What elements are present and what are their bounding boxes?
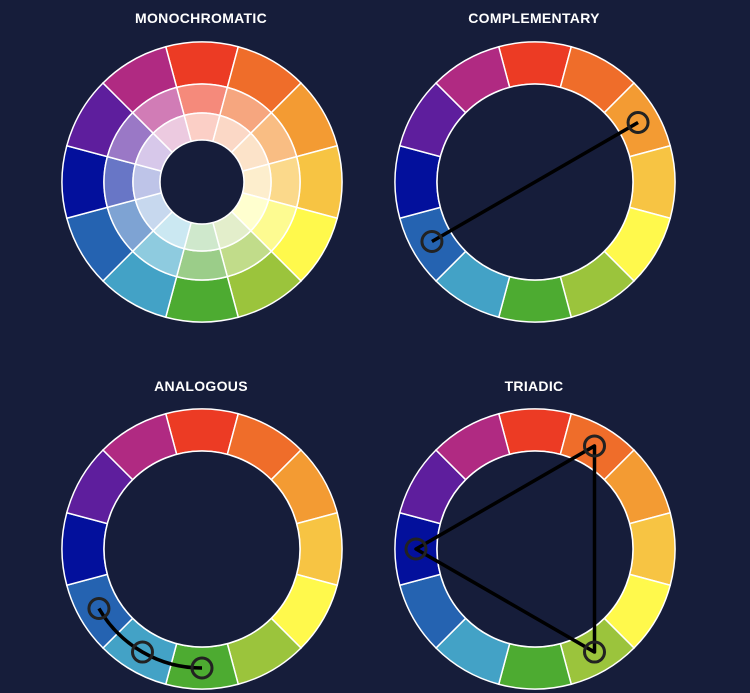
selected-hue-marker bbox=[420, 230, 444, 253]
selected-hue-marker bbox=[583, 640, 606, 664]
hue-segment-3 bbox=[295, 144, 343, 220]
hue-segment-9 bbox=[394, 144, 442, 220]
tint-segment-6 bbox=[175, 247, 229, 281]
analogous-title: ANALOGOUS bbox=[154, 378, 248, 394]
hue-segment-3 bbox=[295, 511, 343, 587]
tint-segment-3 bbox=[267, 155, 301, 209]
selected-hue-marker bbox=[626, 111, 650, 134]
selected-hue-marker bbox=[190, 656, 214, 680]
hue-segment-6 bbox=[497, 642, 573, 690]
harmony-line bbox=[431, 120, 639, 244]
wheel-center bbox=[159, 139, 245, 225]
selected-hue-marker bbox=[87, 597, 111, 620]
selected-hue-marker bbox=[583, 434, 606, 458]
monochromatic-title: MONOCHROMATIC bbox=[135, 10, 267, 26]
hue-segment-9 bbox=[61, 144, 109, 220]
hue-segment-0 bbox=[497, 408, 573, 456]
hue-segment-6 bbox=[164, 275, 240, 323]
wheel-center bbox=[103, 450, 301, 648]
selected-hue-marker bbox=[131, 640, 154, 664]
triadic-color-wheel bbox=[394, 408, 676, 690]
tint-segment-0 bbox=[175, 83, 229, 117]
hue-segment-3 bbox=[628, 144, 676, 220]
hue-segment-3 bbox=[628, 511, 676, 587]
hue-segment-9 bbox=[61, 511, 109, 587]
analogous-color-wheel bbox=[61, 408, 343, 690]
hue-segment-0 bbox=[497, 41, 573, 89]
hue-segment-6 bbox=[497, 275, 573, 323]
monochromatic-color-wheel bbox=[61, 41, 343, 323]
hue-segment-0 bbox=[164, 408, 240, 456]
tint-segment-9 bbox=[103, 155, 137, 209]
triadic-title: TRIADIC bbox=[504, 378, 564, 394]
hue-segment-0 bbox=[164, 41, 240, 89]
wheel-center bbox=[436, 450, 634, 648]
harmony-arc bbox=[97, 607, 203, 670]
harmony-triangle bbox=[414, 444, 597, 654]
complementary-color-wheel bbox=[394, 41, 676, 323]
selected-hue-marker bbox=[404, 537, 428, 561]
complementary-title: COMPLEMENTARY bbox=[468, 10, 600, 26]
